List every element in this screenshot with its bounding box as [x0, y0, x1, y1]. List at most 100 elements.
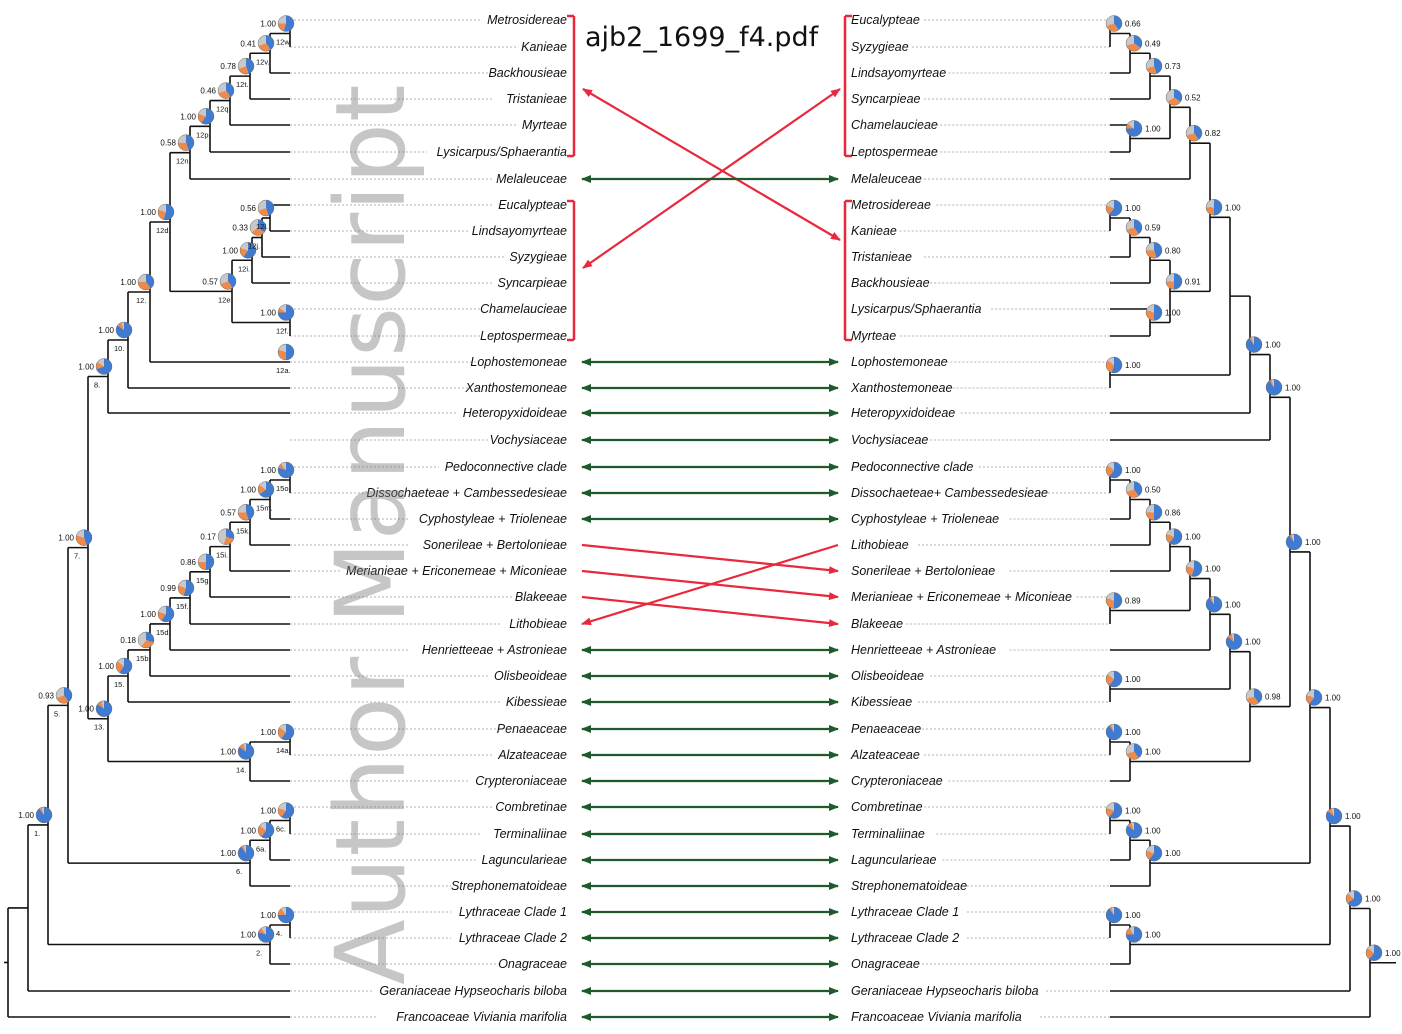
left-node-label: 13. — [94, 723, 104, 732]
left-node-support: 1.00 — [260, 911, 276, 920]
right-taxon-label: Onagraceae — [851, 957, 920, 971]
pie-slice — [76, 535, 87, 546]
pie-slice — [1246, 696, 1259, 705]
pie-slice — [1126, 35, 1134, 46]
node-pie — [1345, 890, 1363, 907]
pie-outline — [219, 273, 237, 290]
pie-slice — [101, 700, 104, 709]
pie-slice — [119, 657, 133, 674]
pie-slice — [1154, 242, 1162, 258]
left-node-support: 0.56 — [240, 204, 256, 213]
right-taxon-label: Tristanieae — [851, 250, 912, 264]
pie-slice — [1266, 379, 1283, 396]
left-node-support: 0.41 — [240, 39, 256, 48]
left-node-label: 6a. — [256, 844, 266, 853]
left-taxon-label: Blakeeae — [515, 590, 567, 604]
left-node-label: 12w. — [276, 38, 291, 47]
pie-slice — [1206, 199, 1214, 208]
file-title: ajb2_1699_f4.pdf — [585, 22, 819, 53]
pie-slice — [1166, 534, 1174, 544]
pie-outline — [237, 57, 255, 75]
pie-outline — [1105, 15, 1123, 32]
pie-slice — [217, 82, 226, 94]
right-node-support: 1.00 — [1165, 849, 1181, 858]
right-taxon-label: Chamelaucieae — [851, 118, 938, 132]
conflict-arrow — [581, 595, 839, 628]
node-pie — [1105, 723, 1123, 741]
pie-slice — [56, 687, 64, 698]
right-node-support: 1.00 — [1245, 638, 1261, 647]
pie-slice — [1109, 802, 1123, 819]
left-taxon-label: Dissochaeteae + Cambessedesieae — [367, 486, 568, 500]
pie-outline — [1125, 926, 1143, 943]
node-pie — [277, 15, 295, 32]
pie-slice — [259, 481, 274, 498]
left-node-support: 0.93 — [38, 691, 54, 700]
pie-slice — [258, 484, 266, 495]
left-node-label: 12d. — [156, 226, 171, 235]
left-node-label: 15f. — [176, 602, 189, 611]
pie-slice — [1106, 360, 1114, 373]
pie-slice — [1107, 462, 1114, 470]
left-taxon-label: Kibessieae — [506, 695, 567, 709]
pie-outline — [177, 579, 195, 597]
pie-slice — [1126, 743, 1134, 754]
left-taxon-label: Laguncularieae — [482, 853, 568, 867]
left-node-label: 12n. — [176, 157, 191, 166]
pie-slice — [226, 82, 235, 98]
left-taxon-label: Terminaliinae — [493, 827, 567, 841]
right-taxon-label: Penaeaceae — [851, 722, 921, 736]
left-taxon-label: Cyphostyleae + Trioleneae — [419, 512, 567, 526]
node-pie — [1145, 844, 1163, 862]
pie-slice — [1146, 58, 1154, 69]
right-node-support: 0.50 — [1145, 486, 1161, 495]
pie-slice — [258, 200, 266, 211]
left-node-label: 10. — [114, 344, 124, 353]
right-taxon-label: Laguncularieae — [851, 853, 937, 867]
left-node-label: 15k. — [236, 526, 250, 535]
pie-outline — [35, 806, 53, 824]
pie-outline — [1145, 242, 1163, 259]
left-taxon-label: Geraniaceae Hypseocharis biloba — [379, 984, 567, 998]
left-node-support: 1.00 — [220, 748, 236, 757]
pie-outline — [95, 358, 113, 375]
right-taxon-label: Heteropyxidoideae — [851, 406, 955, 420]
node-pie — [95, 700, 113, 717]
pie-slice — [1111, 724, 1114, 732]
node-pie — [35, 806, 53, 824]
right-taxon-label: Geraniaceae Hypseocharis biloba — [851, 984, 1039, 998]
pie-slice — [1106, 808, 1114, 817]
pie-slice — [1106, 674, 1114, 686]
pie-slice — [1227, 634, 1234, 642]
pie-slice — [161, 605, 175, 622]
right-taxon-label: Syncarpieae — [851, 92, 921, 106]
left-node-support: 1.00 — [240, 486, 256, 495]
node-pie — [1105, 592, 1123, 609]
node-pie — [1205, 596, 1223, 613]
left-node-label: 12. — [136, 296, 146, 305]
left-node-label: 15. — [114, 680, 124, 689]
pie-slice — [1134, 35, 1142, 48]
left-node-label: 14a. — [276, 746, 291, 755]
left-taxon-labels: Metrosidereae Kanieae Backhousieae Tristani… — [346, 13, 567, 1024]
pie-slice — [198, 553, 206, 562]
pie-slice — [96, 361, 104, 369]
left-taxon-label: Myrteae — [522, 118, 567, 132]
left-node-support: 1.00 — [120, 278, 136, 287]
pie-outline — [1285, 533, 1303, 551]
pie-slice — [138, 631, 146, 647]
pie-outline — [115, 321, 133, 339]
pie-slice — [239, 743, 246, 752]
node-pie — [197, 108, 215, 125]
node-pie — [137, 631, 155, 649]
left-taxon-label: Tristanieae — [506, 92, 567, 106]
author-manuscript-watermark: Author Manuscript — [315, 83, 427, 985]
pie-slice — [1206, 596, 1223, 613]
right-taxon-label: Cyphostyleae + Trioleneae — [851, 512, 999, 526]
left-node-support: 1.00 — [222, 246, 238, 255]
pie-slice — [1106, 23, 1119, 32]
pie-outline — [277, 723, 295, 741]
pie-slice — [1306, 695, 1314, 704]
pie-slice — [219, 273, 228, 284]
pie-slice — [258, 219, 267, 233]
